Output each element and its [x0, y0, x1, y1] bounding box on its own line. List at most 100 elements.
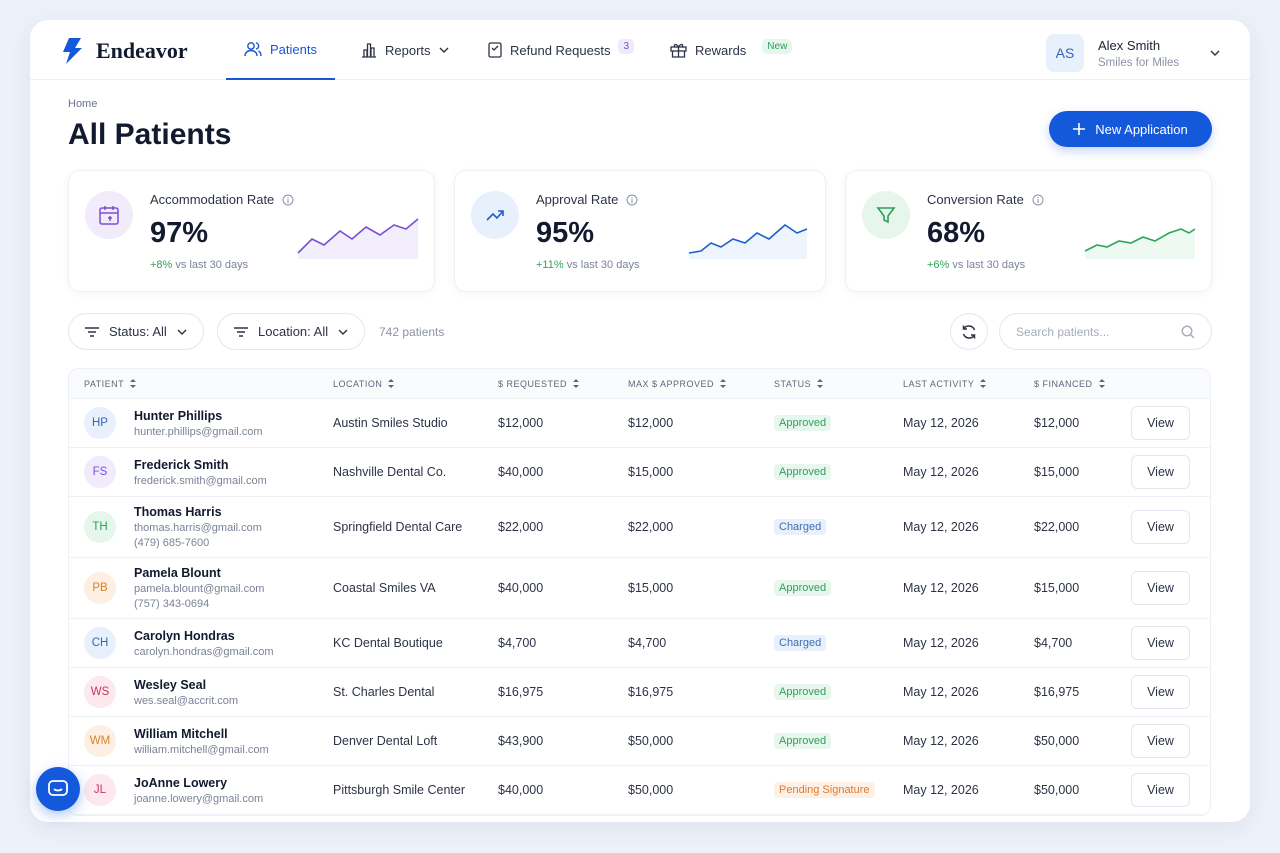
sparkline — [688, 223, 808, 259]
action-cell: View — [1131, 571, 1210, 605]
stat-icon — [85, 191, 133, 239]
info-icon[interactable] — [1032, 194, 1044, 206]
sort-icon — [720, 379, 727, 388]
table-row: TH Thomas Harris thomas.harris@gmail.com (4… — [69, 497, 1210, 558]
patient-info: Pamela Blount pamela.blount@gmail.com (757… — [134, 566, 264, 610]
nav-reports[interactable]: Reports — [361, 20, 449, 80]
nav-refunds[interactable]: Refund Requests 3 — [488, 20, 635, 80]
brand[interactable]: Endeavor — [60, 38, 188, 64]
location: St. Charles Dental — [333, 685, 435, 699]
location: Coastal Smiles VA — [333, 581, 436, 595]
location: Nashville Dental Co. — [333, 465, 447, 479]
status-filter[interactable]: Status: All — [68, 313, 204, 350]
patient-name: Carolyn Hondras — [134, 628, 235, 643]
last-activity: May 12, 2026 — [903, 581, 979, 595]
patient-email: joanne.lowery@gmail.com — [134, 792, 264, 805]
status-badge: Approved — [774, 464, 832, 480]
search-placeholder: Search patients... — [1016, 324, 1110, 339]
patient-avatar: WM — [84, 725, 116, 757]
column-header[interactable]: $ REQUESTED — [498, 379, 628, 389]
column-label: LOCATION — [333, 378, 383, 389]
view-button[interactable]: View — [1131, 510, 1190, 544]
column-header[interactable]: $ FINANCED — [1034, 379, 1131, 389]
patient-email: william.mitchell@gmail.com — [134, 743, 269, 756]
patient-info: Wesley Seal wes.seal@accrit.com — [134, 678, 238, 707]
filter-icon — [85, 326, 99, 337]
status-badge: Pending Signature — [774, 782, 875, 798]
sort-icon — [130, 379, 137, 388]
icon — [244, 42, 262, 57]
table-row: HP Hunter Phillips hunter.phillips@gmail.c… — [69, 399, 1210, 448]
view-button[interactable]: View — [1131, 455, 1190, 489]
column-header[interactable]: LAST ACTIVITY — [903, 379, 1034, 389]
user-info: Alex Smith Smiles for Miles — [1098, 38, 1198, 69]
info-icon[interactable] — [626, 194, 638, 206]
nav-patients[interactable]: Patients — [226, 20, 335, 80]
action-cell: View — [1131, 406, 1210, 440]
user-menu[interactable]: AS Alex Smith Smiles for Miles — [1046, 34, 1220, 72]
nav-rewards[interactable]: Rewards New — [670, 20, 793, 80]
amount-financed: $22,000 — [1034, 520, 1080, 534]
column-label: STATUS — [774, 378, 812, 389]
patient-email: wes.seal@accrit.com — [134, 694, 239, 707]
sort-icon — [388, 379, 395, 388]
chat-button[interactable] — [36, 767, 80, 811]
search-input[interactable]: Search patients... — [999, 313, 1212, 350]
view-button[interactable]: View — [1131, 675, 1190, 709]
breadcrumb[interactable]: Home — [68, 98, 98, 110]
chevron — [338, 329, 348, 335]
view-button[interactable]: View — [1131, 724, 1190, 758]
status-badge: Approved — [774, 415, 832, 431]
column-header[interactable]: STATUS — [774, 379, 903, 389]
new-application-button[interactable]: New Application — [1049, 111, 1212, 147]
amount-requested: $4,700 — [498, 636, 537, 650]
refresh-button[interactable] — [950, 313, 988, 350]
stat-value: 68% — [927, 217, 986, 249]
last-activity: May 12, 2026 — [903, 734, 979, 748]
patient-cell: PB Pamela Blount pamela.blount@gmail.com (7… — [69, 558, 333, 618]
status-badge: Charged — [774, 635, 827, 651]
patient-cell: WS Wesley Seal wes.seal@accrit.com — [69, 668, 333, 716]
table-row: PB Pamela Blount pamela.blount@gmail.com (7… — [69, 558, 1210, 619]
view-button[interactable]: View — [1131, 571, 1190, 605]
column-label: $ FINANCED — [1034, 378, 1093, 389]
user-name: Alex Smith — [1098, 37, 1161, 53]
action-cell: View — [1131, 455, 1210, 489]
stat-card: Approval Rate 95% +11% vs last 30 days — [454, 170, 826, 292]
view-button[interactable]: View — [1131, 626, 1190, 660]
table-row: JL JoAnne Lowery joanne.lowery@gmail.com Pi… — [69, 766, 1210, 815]
amount-financed: $50,000 — [1034, 734, 1080, 748]
column-label: MAX $ APPROVED — [628, 378, 715, 389]
patient-email: carolyn.hondras@gmail.com — [134, 645, 274, 658]
chevron — [177, 329, 187, 335]
patient-count: 742 patients — [379, 325, 445, 339]
status-badge: Approved — [774, 580, 832, 596]
patient-avatar: TH — [84, 511, 116, 543]
column-header[interactable]: PATIENT — [69, 379, 333, 389]
status-badge: Approved — [774, 733, 832, 749]
stat-icon — [862, 191, 910, 239]
status-badge: Approved — [774, 684, 832, 700]
last-activity: May 12, 2026 — [903, 636, 979, 650]
table-row: CH Carolyn Hondras carolyn.hondras@gmail.c… — [69, 619, 1210, 668]
action-cell: View — [1131, 510, 1210, 544]
view-button[interactable]: View — [1131, 773, 1190, 807]
patient-avatar: HP — [84, 407, 116, 439]
stat-change: +6% vs last 30 days — [927, 259, 1025, 271]
filter-label: Location: All — [258, 324, 329, 339]
location: KC Dental Boutique — [333, 636, 443, 650]
patient-info: Thomas Harris thomas.harris@gmail.com (479… — [134, 505, 262, 549]
column-header[interactable]: MAX $ APPROVED — [628, 379, 774, 389]
sort-icon — [980, 379, 987, 388]
amount-requested: $40,000 — [498, 581, 544, 595]
info-icon[interactable] — [282, 194, 294, 206]
location-filter[interactable]: Location: All — [217, 313, 366, 350]
amount-requested: $40,000 — [498, 465, 544, 479]
column-header[interactable]: LOCATION — [333, 379, 498, 389]
max-approved: $22,000 — [628, 520, 674, 534]
stat-label-row: Approval Rate — [536, 192, 638, 207]
icon — [362, 43, 376, 58]
amount-requested: $22,000 — [498, 520, 544, 534]
view-button[interactable]: View — [1131, 406, 1190, 440]
filter-label: Status: All — [109, 324, 167, 339]
